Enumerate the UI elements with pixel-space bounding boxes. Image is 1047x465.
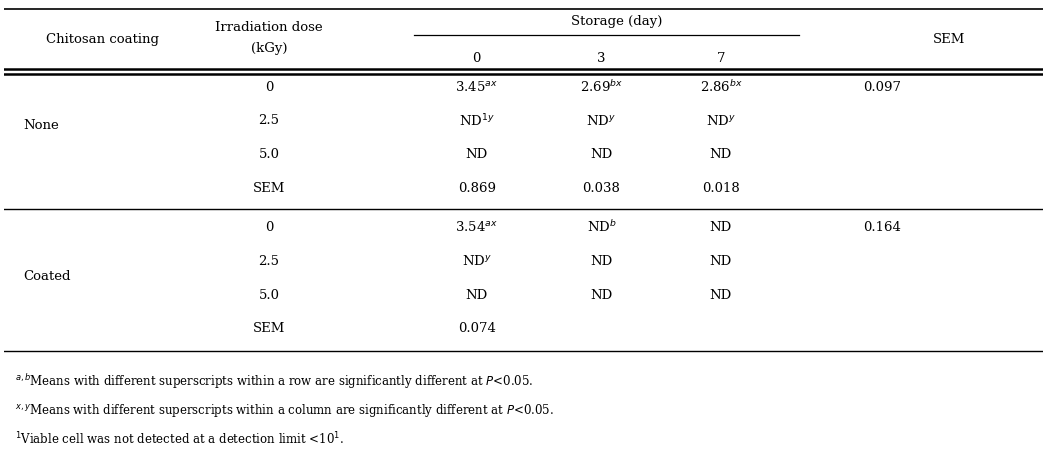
Text: SEM: SEM xyxy=(252,182,285,195)
Text: ND$^{1y}$: ND$^{1y}$ xyxy=(459,113,494,129)
Text: 0.164: 0.164 xyxy=(863,221,900,234)
Text: 3.54$^{ax}$: 3.54$^{ax}$ xyxy=(455,220,498,234)
Text: ND: ND xyxy=(591,148,612,161)
Text: ND: ND xyxy=(466,148,488,161)
Text: ND$^{y}$: ND$^{y}$ xyxy=(462,254,492,268)
Text: Irradiation dose: Irradiation dose xyxy=(216,21,322,34)
Text: 0.097: 0.097 xyxy=(863,80,900,93)
Text: ND$^{y}$: ND$^{y}$ xyxy=(586,114,617,128)
Text: ND: ND xyxy=(591,289,612,302)
Text: 0: 0 xyxy=(472,52,481,65)
Text: ND: ND xyxy=(710,221,732,234)
Text: ND$^{b}$: ND$^{b}$ xyxy=(586,219,617,235)
Text: 5.0: 5.0 xyxy=(259,289,280,302)
Text: 0: 0 xyxy=(265,221,273,234)
Text: 2.5: 2.5 xyxy=(259,114,280,127)
Text: 0: 0 xyxy=(265,80,273,93)
Text: ND: ND xyxy=(710,255,732,268)
Text: 3.45$^{ax}$: 3.45$^{ax}$ xyxy=(455,80,498,94)
Text: 0.018: 0.018 xyxy=(701,182,740,195)
Text: (kGy): (kGy) xyxy=(251,42,287,55)
Text: ND: ND xyxy=(466,289,488,302)
Text: 0.869: 0.869 xyxy=(458,182,496,195)
Text: None: None xyxy=(23,120,59,133)
Text: 7: 7 xyxy=(716,52,726,65)
Text: 2.69$^{bx}$: 2.69$^{bx}$ xyxy=(580,79,623,95)
Text: 2.86$^{bx}$: 2.86$^{bx}$ xyxy=(699,79,742,95)
Text: $^{1}$Viable cell was not detected at a detection limit <10$^{1}$.: $^{1}$Viable cell was not detected at a … xyxy=(15,431,343,447)
Text: Chitosan coating: Chitosan coating xyxy=(46,33,159,46)
Text: 5.0: 5.0 xyxy=(259,148,280,161)
Text: 0.074: 0.074 xyxy=(458,322,495,335)
Text: SEM: SEM xyxy=(933,33,965,46)
Text: $^{x,y}$Means with different superscripts within a column are significantly diff: $^{x,y}$Means with different superscript… xyxy=(15,402,554,418)
Text: ND: ND xyxy=(710,148,732,161)
Text: 3: 3 xyxy=(597,52,605,65)
Text: SEM: SEM xyxy=(252,322,285,335)
Text: Coated: Coated xyxy=(23,270,70,283)
Text: $^{a,b}$Means with different superscripts within a row are significantly differe: $^{a,b}$Means with different superscript… xyxy=(15,372,533,391)
Text: 2.5: 2.5 xyxy=(259,255,280,268)
Text: ND: ND xyxy=(591,255,612,268)
Text: 0.038: 0.038 xyxy=(582,182,620,195)
Text: Storage (day): Storage (day) xyxy=(572,14,663,27)
Text: ND$^{y}$: ND$^{y}$ xyxy=(706,114,736,128)
Text: ND: ND xyxy=(710,289,732,302)
